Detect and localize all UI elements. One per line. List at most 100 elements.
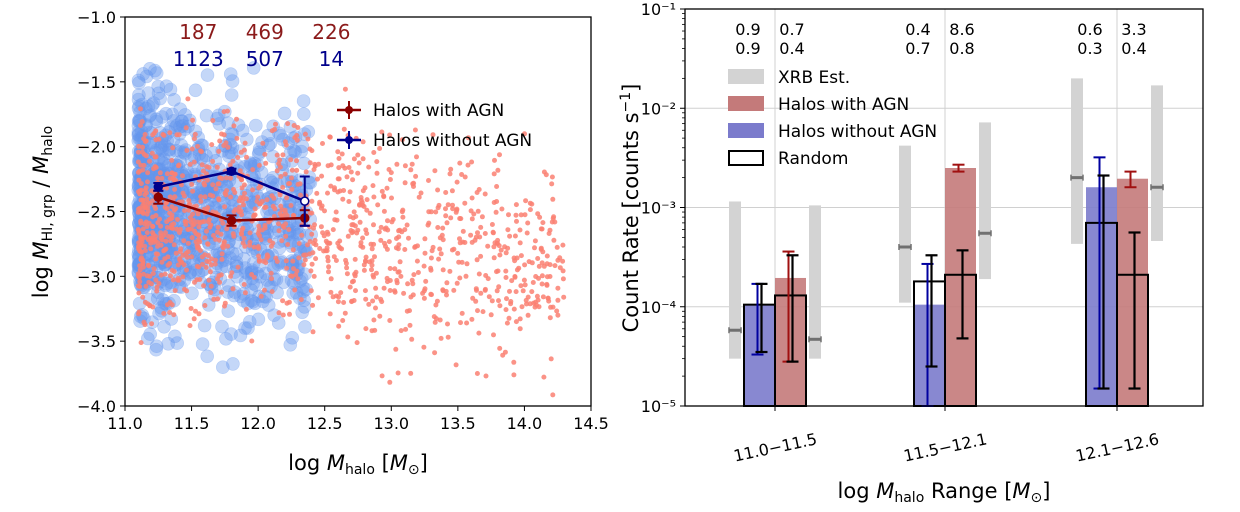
scatter-point-agn bbox=[197, 239, 203, 245]
scatter-point-agn bbox=[397, 259, 403, 265]
scatter-point-agn bbox=[537, 214, 543, 220]
scatter-point-agn bbox=[464, 320, 470, 326]
scatter-point-agn bbox=[344, 174, 350, 180]
scatter-point-no-agn bbox=[251, 312, 266, 327]
scatter-point-agn bbox=[154, 284, 160, 290]
scatter-point-agn bbox=[498, 247, 504, 253]
scatter-point-agn bbox=[347, 284, 353, 290]
scatter-point-agn bbox=[332, 217, 338, 223]
scatter-point-agn bbox=[276, 221, 281, 227]
xrb-range-agn bbox=[809, 205, 821, 359]
scatter-point-agn bbox=[503, 307, 509, 313]
scatter-point-no-agn bbox=[132, 76, 146, 90]
binned-marker bbox=[226, 215, 237, 226]
scatter-point-agn bbox=[280, 312, 286, 318]
left-panel: 11.0 11.5 12.0 12.5 13.0 13.5 14.0 14.5 −4.0 −3.5… bbox=[29, 8, 609, 478]
scatter-point-agn bbox=[190, 222, 196, 228]
scatter-point-agn bbox=[478, 290, 484, 296]
scatter-point-agn bbox=[379, 373, 385, 379]
left-ylabel: log MHI, grp / Mhalo bbox=[29, 126, 56, 298]
annotation-agn: 8.6 bbox=[949, 20, 974, 39]
scatter-point-agn bbox=[328, 276, 334, 282]
scatter-point-agn bbox=[149, 236, 155, 242]
legend-agn-bar-label: Halos with AGN bbox=[778, 95, 909, 115]
scatter-point-no-agn bbox=[218, 202, 232, 216]
scatter-point-agn bbox=[517, 326, 523, 332]
scatter-point-agn bbox=[327, 240, 333, 246]
scatter-point-agn bbox=[491, 332, 496, 338]
scatter-point-agn bbox=[462, 174, 468, 180]
scatter-point-no-agn bbox=[136, 67, 150, 81]
scatter-point-agn bbox=[549, 174, 555, 180]
scatter-point-agn bbox=[327, 134, 333, 140]
scatter-point-agn bbox=[164, 185, 170, 191]
scatter-point-agn bbox=[429, 248, 435, 254]
scatter-point-agn bbox=[517, 240, 523, 246]
scatter-point-agn bbox=[251, 274, 257, 280]
scatter-point-agn bbox=[234, 116, 239, 122]
scatter-clouds bbox=[131, 61, 567, 398]
scatter-point-agn bbox=[216, 148, 222, 154]
scatter-point-agn bbox=[325, 163, 331, 169]
scatter-point-no-agn bbox=[233, 328, 248, 343]
scatter-point-no-agn bbox=[246, 294, 260, 309]
scatter-point-agn bbox=[454, 280, 460, 286]
scatter-point-agn bbox=[438, 251, 444, 257]
scatter-point-agn bbox=[148, 246, 154, 252]
scatter-point-agn bbox=[225, 243, 231, 249]
scatter-point-agn bbox=[221, 132, 227, 138]
scatter-point-agn bbox=[450, 202, 455, 208]
scatter-point-agn bbox=[136, 311, 142, 317]
scatter-point-agn bbox=[358, 195, 364, 200]
scatter-point-agn bbox=[476, 187, 482, 192]
left-xtick-label: 12.0 bbox=[240, 414, 276, 433]
count-no-agn: 14 bbox=[319, 47, 344, 71]
scatter-point-agn bbox=[401, 290, 407, 296]
scatter-point-agn bbox=[539, 281, 545, 287]
scatter-point-no-agn bbox=[155, 139, 169, 153]
scatter-point-agn bbox=[399, 137, 405, 143]
scatter-point-agn bbox=[176, 132, 182, 138]
scatter-point-no-agn bbox=[221, 116, 235, 130]
scatter-point-agn bbox=[150, 304, 156, 310]
scatter-point-no-agn bbox=[148, 63, 162, 78]
scatter-point-agn bbox=[385, 227, 391, 233]
scatter-point-agn bbox=[309, 231, 315, 237]
scatter-point-no-agn bbox=[215, 319, 229, 334]
scatter-point-agn bbox=[155, 220, 161, 226]
scatter-point-agn bbox=[282, 171, 288, 177]
scatter-point-agn bbox=[389, 195, 394, 201]
scatter-point-agn bbox=[164, 219, 170, 225]
scatter-point-agn bbox=[344, 265, 350, 271]
scatter-point-agn bbox=[285, 242, 291, 247]
scatter-point-agn bbox=[280, 152, 286, 158]
scatter-point-no-agn bbox=[246, 61, 261, 75]
right-panel: 10⁻⁵ 10⁻⁴ 10⁻³ 10⁻² 10⁻¹ 11.0−11.5 11.5−12.1 12… bbox=[618, 0, 1204, 506]
scatter-point-agn bbox=[375, 202, 381, 208]
scatter-point-agn bbox=[540, 249, 546, 255]
scatter-point-agn bbox=[284, 195, 290, 201]
scatter-point-agn bbox=[422, 250, 428, 256]
scatter-point-agn bbox=[140, 264, 146, 270]
scatter-point-agn bbox=[284, 265, 290, 271]
scatter-point-agn bbox=[153, 256, 159, 262]
scatter-point-agn bbox=[455, 250, 461, 256]
scatter-point-agn bbox=[272, 206, 278, 212]
scatter-point-no-agn bbox=[173, 102, 187, 116]
scatter-point-agn bbox=[392, 289, 398, 295]
scatter-point-agn bbox=[302, 131, 308, 137]
scatter-point-agn bbox=[523, 297, 529, 303]
scatter-point-agn bbox=[228, 175, 233, 181]
legend-noagn-label: Halos without AGN bbox=[373, 131, 532, 151]
scatter-point-agn bbox=[315, 295, 321, 301]
left-xtick-label: 11.0 bbox=[107, 414, 143, 433]
scatter-point-agn bbox=[444, 280, 450, 286]
scatter-point-agn bbox=[476, 330, 482, 336]
scatter-point-agn bbox=[158, 223, 164, 229]
scatter-point-agn bbox=[158, 272, 164, 278]
scatter-point-agn bbox=[504, 320, 510, 326]
scatter-point-agn bbox=[324, 245, 330, 251]
scatter-point-agn bbox=[444, 292, 449, 298]
scatter-point-agn bbox=[213, 186, 219, 192]
scatter-point-agn bbox=[522, 212, 528, 218]
